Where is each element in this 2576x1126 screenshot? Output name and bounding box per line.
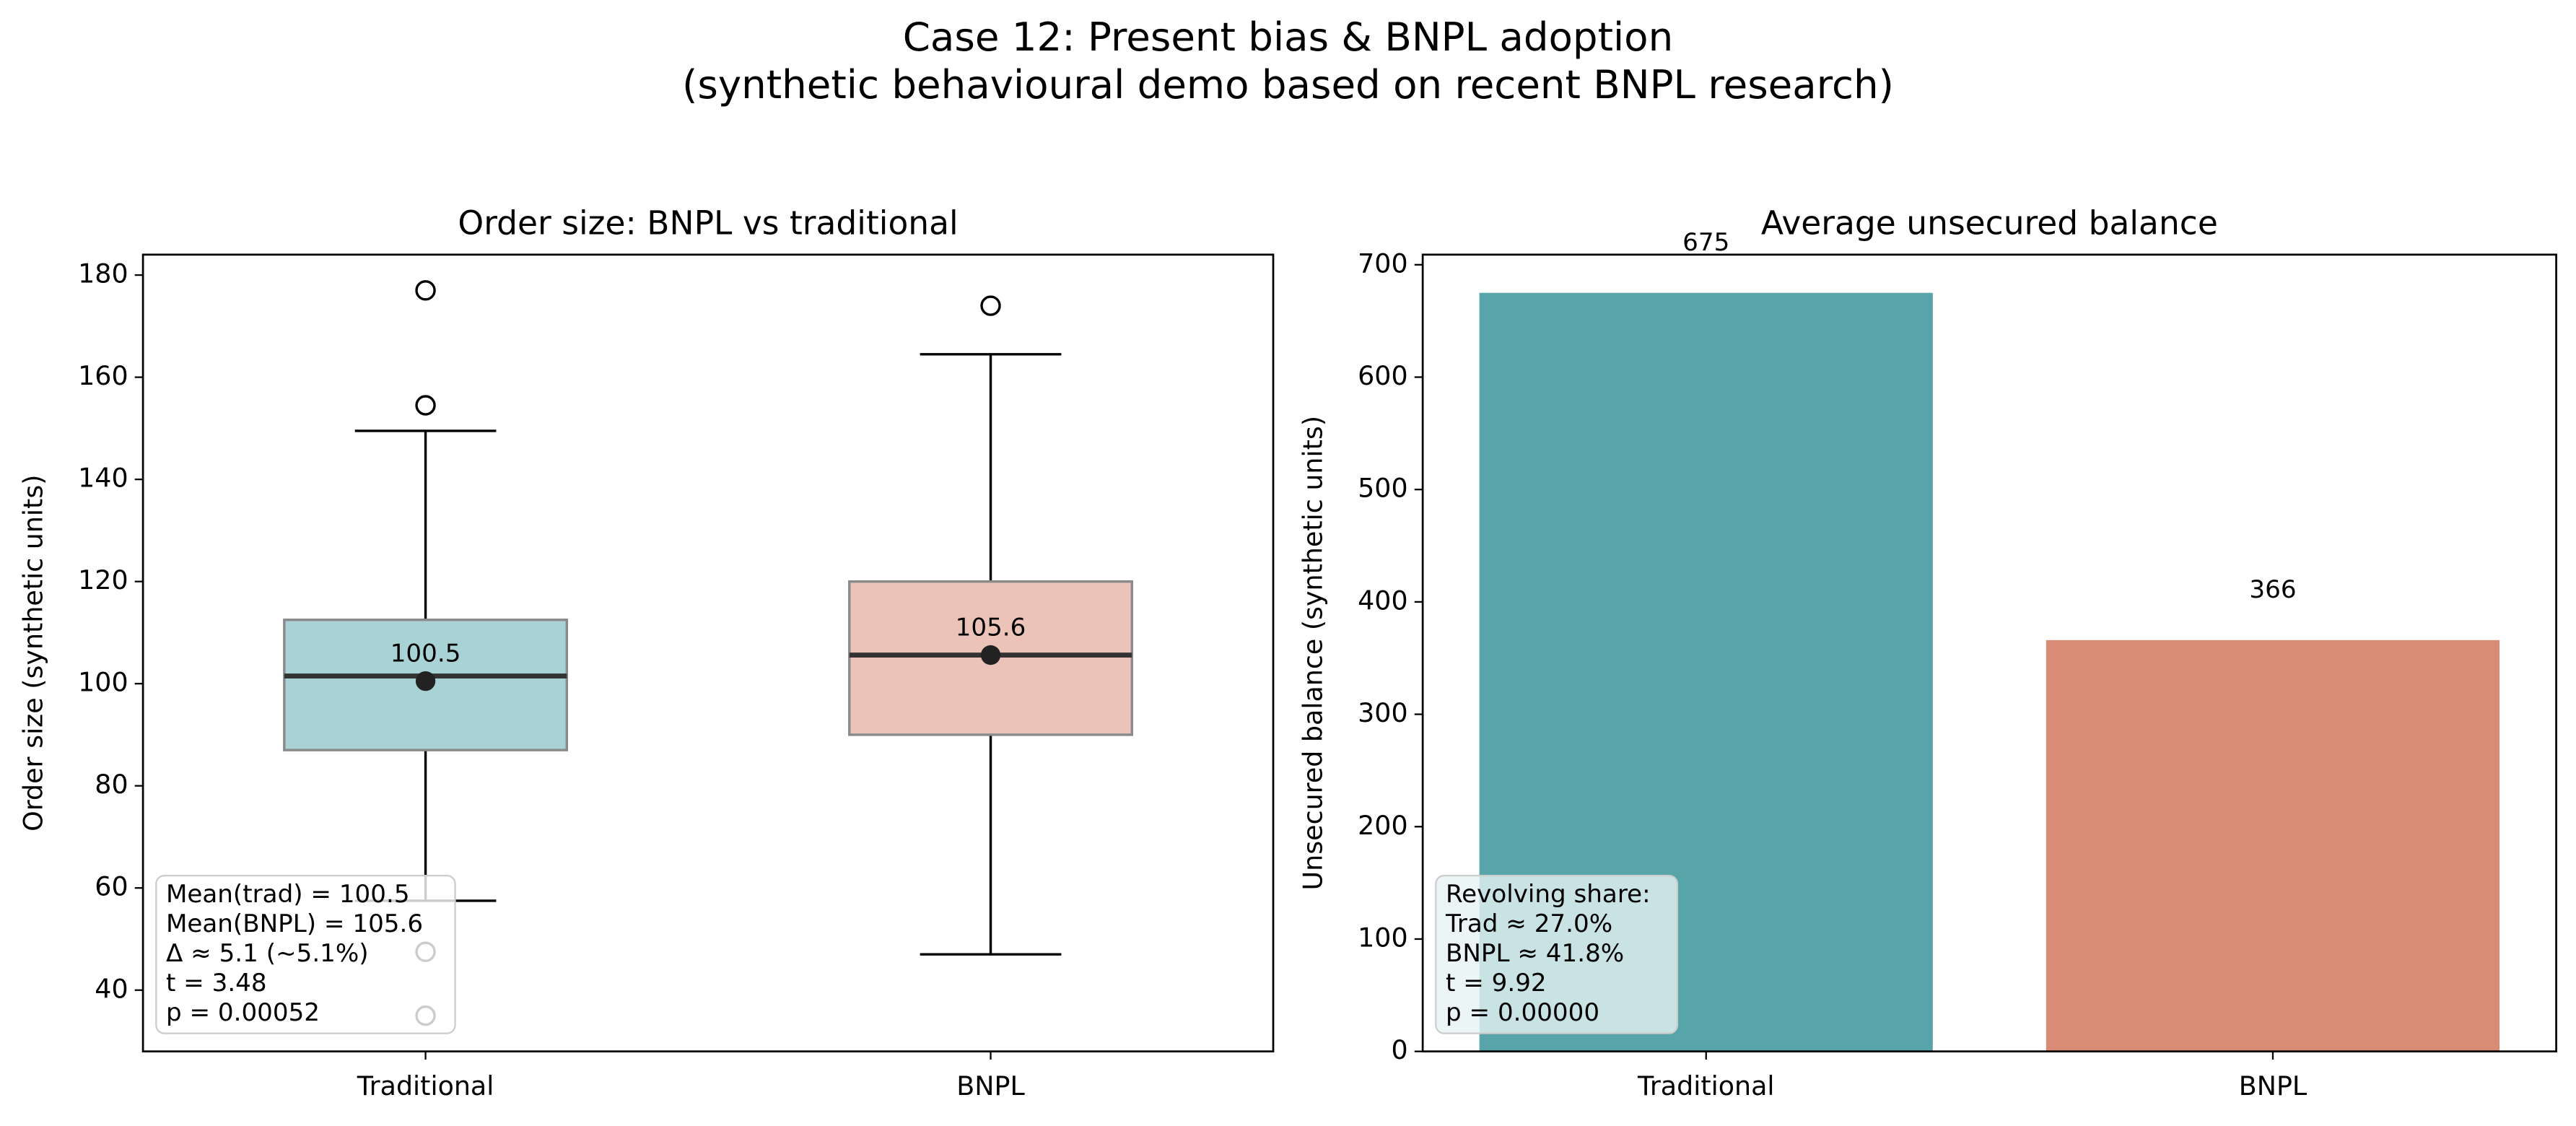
y-tick-label: 100 [78, 667, 128, 698]
figure-subtitle: (synthetic behavioural demo based on rec… [682, 61, 1894, 108]
outlier [980, 295, 1001, 316]
annotation-text: BNPL ≈ 41.8% [1446, 939, 1624, 968]
y-tick-label: 700 [1358, 248, 1408, 279]
x-tick-label: Traditional [357, 1070, 494, 1101]
x-tick-label: BNPL [956, 1070, 1025, 1101]
y-tick-label: 600 [1358, 360, 1408, 391]
mean-marker [415, 671, 436, 691]
data-label: 675 [1682, 228, 1729, 257]
chart-title: Average unsecured balance [1761, 204, 2218, 242]
y-tick-label: 100 [1358, 922, 1408, 953]
chart-title: Order size: BNPL vs traditional [458, 204, 958, 242]
y-tick-label: 40 [95, 973, 128, 1004]
bar [2045, 640, 2500, 1052]
y-tick-label: 60 [95, 871, 128, 902]
y-axis-label: Unsecured balance (synthetic units) [1297, 416, 1328, 891]
mean-label: 105.6 [956, 614, 1026, 642]
annotation-text: p = 0.00000 [1446, 998, 1599, 1027]
y-tick-label: 140 [78, 463, 128, 494]
y-axis-label: Order size (synthetic units) [17, 475, 48, 832]
annotation-box [1435, 874, 1679, 1034]
y-tick-label: 400 [1358, 585, 1408, 616]
annotation-text: t = 3.48 [166, 969, 267, 998]
annotation-text: Δ ≈ 5.1 (~5.1%) [166, 939, 369, 968]
plot-frame [141, 253, 1275, 1053]
y-tick-label: 180 [78, 258, 128, 289]
annotation-text: Trad ≈ 27.0% [1445, 909, 1612, 938]
y-tick-label: 0 [1391, 1034, 1407, 1065]
annotation-text: Mean(trad) = 100.5 [166, 880, 410, 909]
annotation-text: Mean(BNPL) = 105.6 [166, 909, 423, 938]
figure-title: Case 12: Present bias & BNPL adoption [903, 14, 1673, 60]
y-tick-label: 120 [78, 564, 128, 595]
outlier [415, 395, 436, 416]
data-label: 366 [2249, 575, 2296, 604]
x-tick-label: BNPL [2239, 1070, 2308, 1101]
y-tick-label: 200 [1358, 810, 1408, 841]
annotation-text: Revolving share: [1446, 880, 1651, 909]
annotation-text: p = 0.00052 [166, 998, 320, 1027]
mean-label: 100.5 [390, 640, 461, 668]
mean-marker [980, 645, 1001, 665]
y-tick-label: 500 [1358, 473, 1408, 504]
y-tick-label: 300 [1358, 697, 1408, 728]
outlier [415, 280, 436, 301]
x-tick-label: Traditional [1637, 1070, 1775, 1101]
annotation-text: t = 9.92 [1446, 969, 1547, 998]
annotation-box [155, 874, 456, 1034]
plot-frame [1421, 253, 2557, 1053]
y-tick-label: 80 [95, 769, 128, 800]
y-tick-label: 160 [78, 360, 128, 391]
